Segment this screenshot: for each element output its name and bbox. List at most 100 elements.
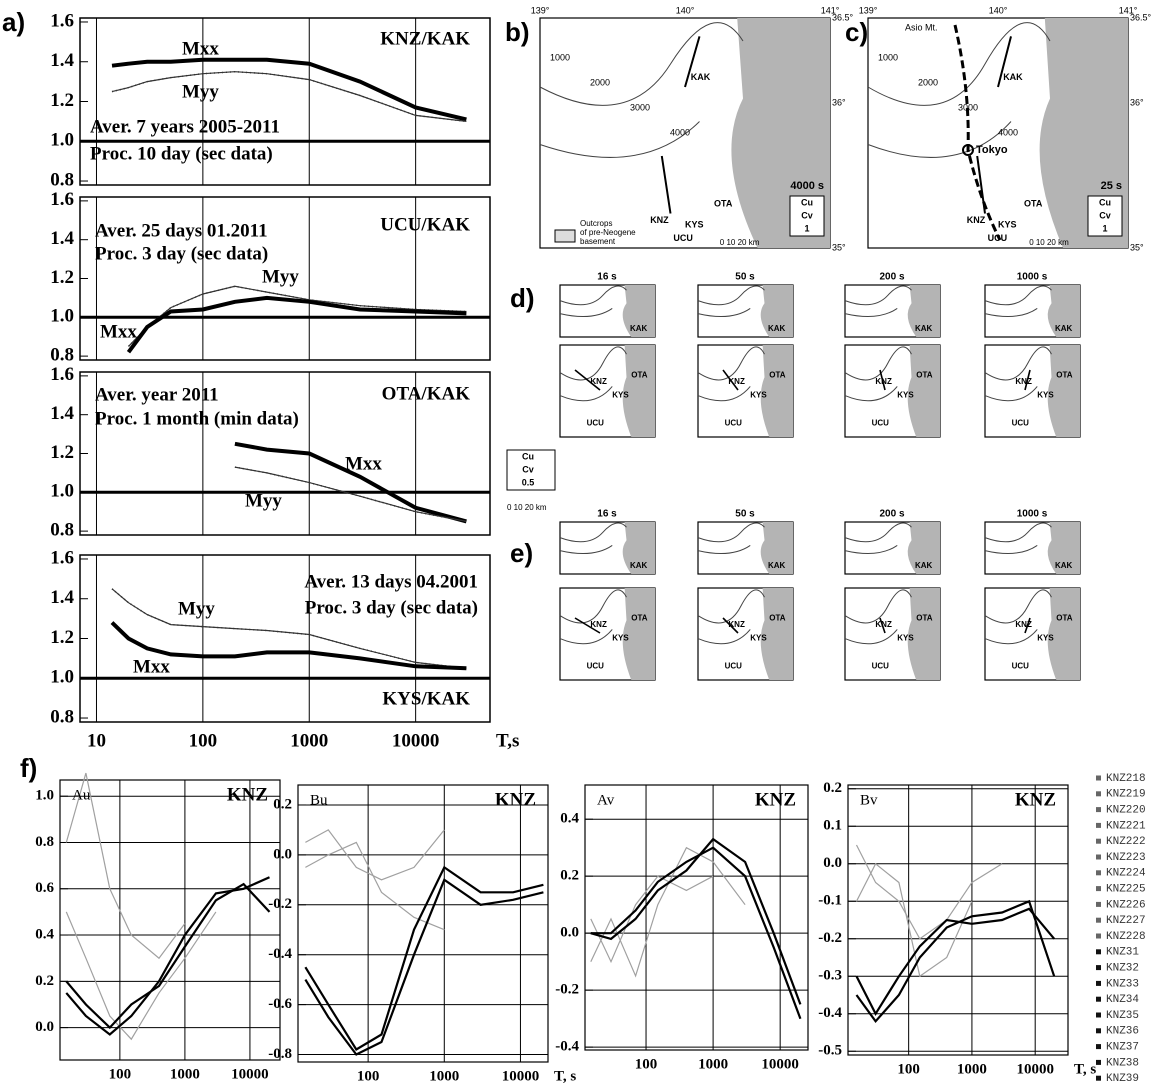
annotation: Proc. 3 day (sec data) [305, 597, 478, 618]
station-label: KNZ [1015, 377, 1032, 386]
y-tick-label: -0.6 [268, 996, 292, 1012]
legend-entry: KNZ39 [1106, 1073, 1139, 1085]
station-label: KYS [612, 634, 629, 643]
station-label: KNZ [875, 377, 892, 386]
series-line [590, 875, 714, 964]
map-lon: 141° [1119, 5, 1138, 15]
x-tick-label: 10000 [1016, 1061, 1054, 1077]
map-contour [984, 346, 1052, 381]
x-tick-label: 10000 [392, 730, 440, 751]
legend-swatch [1096, 838, 1101, 844]
map-sea [622, 522, 655, 574]
map-period: 50 s [735, 272, 755, 283]
station-label: KNZ [650, 215, 669, 225]
map-lat: 36° [832, 97, 846, 107]
map-period: 16 s [597, 272, 617, 283]
map-period: 1000 s [1017, 509, 1048, 520]
y-tick-label: 1.6 [50, 547, 74, 568]
map-note: of pre-Neogene [580, 228, 636, 237]
map-contour [984, 285, 1052, 306]
station-label: KAK [691, 72, 711, 82]
y-tick-label: 1.0 [50, 667, 74, 688]
station-label: KYS [750, 634, 767, 643]
station-label: UCU [587, 661, 605, 670]
legend-entry: KNZ227 [1106, 915, 1146, 927]
station-label: OTA [714, 199, 733, 209]
legend-entry: KNZ223 [1106, 852, 1146, 864]
y-tick-label: -0.1 [818, 893, 842, 909]
arrow [574, 369, 601, 391]
y-tick-label: -0.4 [818, 1005, 842, 1021]
station-label: KNZ [590, 377, 607, 386]
map-contour [697, 346, 765, 381]
arrow-legend-text: Cu [1099, 197, 1111, 207]
y-tick-label: -0.2 [555, 982, 579, 998]
x-tick-label: 10000 [761, 1056, 799, 1072]
station-label: UCU [673, 233, 693, 243]
map-sea [1047, 588, 1080, 680]
series-line [65, 876, 270, 1036]
legend-swatch [1096, 854, 1101, 860]
arrow [1024, 369, 1031, 391]
map-period: 1000 s [1017, 272, 1048, 283]
map-border [953, 24, 1002, 241]
series-label: Mxx [345, 453, 382, 474]
y-tick-label: 0.6 [35, 880, 54, 896]
place-label: Asio Mt. [905, 22, 938, 32]
y-tick-label: -0.2 [268, 896, 292, 912]
legend-swatch [1096, 1044, 1101, 1050]
series-line [855, 899, 1056, 1024]
station-label: UCU [1012, 661, 1030, 670]
map-contour [559, 285, 627, 306]
arrow [879, 369, 886, 391]
map-scale: 0 10 20 km [720, 238, 760, 247]
legend-entry: KNZ221 [1106, 820, 1146, 832]
station-label: OTA [769, 613, 786, 622]
series-label: Mxx [182, 38, 219, 59]
legend-entry: KNZ226 [1106, 899, 1146, 911]
station-label: KNZ [875, 620, 892, 629]
x-tick-label: 1000 [290, 730, 328, 751]
station-label: OTA [631, 613, 648, 622]
station-label: OTA [1024, 199, 1043, 209]
series-line-base [111, 588, 467, 669]
legend-swatch [1096, 917, 1101, 923]
map-contour [984, 522, 1052, 543]
station-label: KNZ [495, 789, 536, 810]
map-period: 50 s [735, 509, 755, 520]
station-label: KAK [1003, 72, 1023, 82]
y-tick-label: 0.2 [35, 973, 54, 989]
map-contour [984, 307, 1038, 318]
arrow-legend-text: Cu [801, 197, 813, 207]
map-sea [1047, 522, 1080, 574]
panel-label: b) [505, 17, 530, 47]
y-tick-label: -0.4 [555, 1039, 579, 1055]
x-axis-label: T, s [1074, 1061, 1096, 1077]
plot-frame [584, 784, 809, 1051]
series-line-base [234, 466, 467, 522]
map-period: 200 s [879, 509, 904, 520]
map-contour [697, 307, 751, 318]
station-label: KYS [897, 391, 914, 400]
legend-entry: KNZ38 [1106, 1057, 1139, 1069]
station-label: KYS [612, 391, 629, 400]
y-tick-label: 1.4 [50, 403, 74, 424]
chart-title: UCU/KAK [380, 214, 470, 235]
contour-label: 3000 [630, 102, 650, 112]
panel-label: c) [845, 17, 868, 47]
x-tick-label: 100 [357, 1068, 380, 1084]
map-contour [539, 121, 700, 158]
y-tick-label: 1.0 [35, 788, 54, 804]
plot-frame [847, 784, 1069, 1056]
x-tick-label: 1000 [170, 1066, 200, 1082]
legend-swatch [1096, 775, 1101, 781]
map-lat: 36.5° [1130, 12, 1152, 22]
contour-label: 1000 [878, 52, 898, 62]
map-sea [907, 345, 940, 437]
map-sea [1039, 18, 1128, 248]
x-tick-label: 1000 [429, 1068, 459, 1084]
map-contour [844, 522, 912, 543]
station-label: UCU [725, 418, 743, 427]
x-tick-label: 1000 [698, 1056, 728, 1072]
map-contour [559, 386, 613, 402]
